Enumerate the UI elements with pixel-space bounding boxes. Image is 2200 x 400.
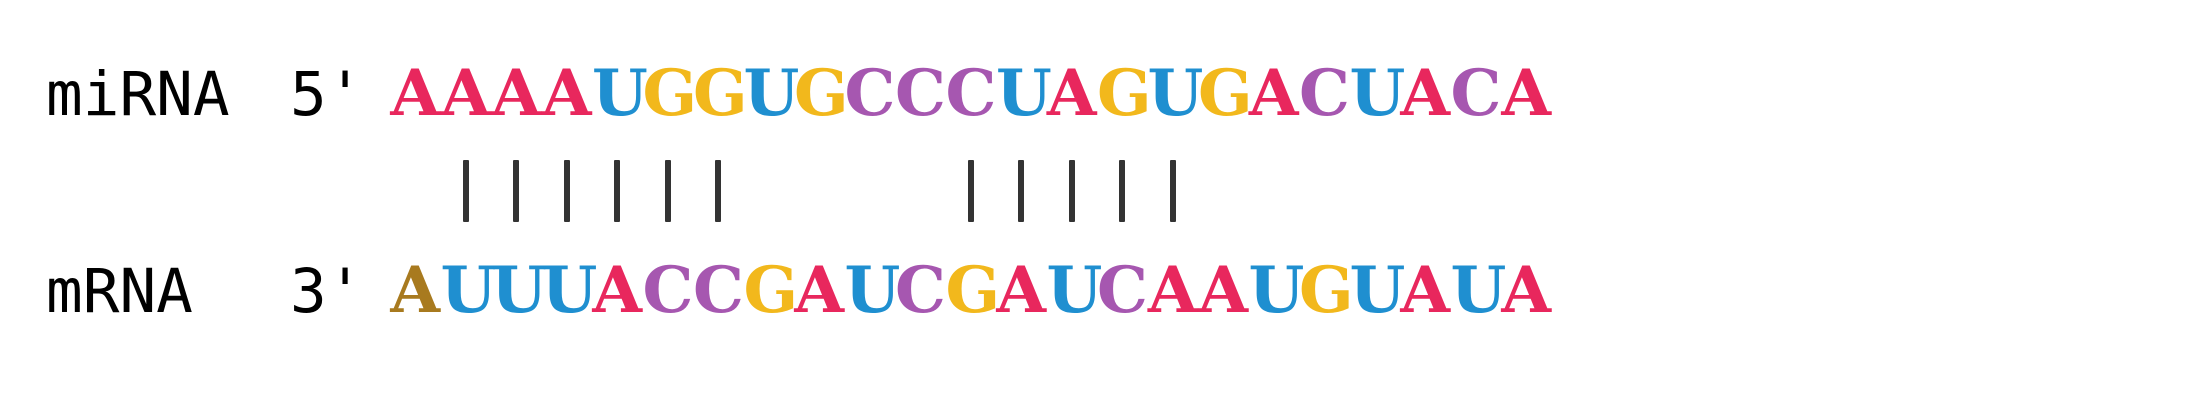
mirna-nucleotide-u: U	[592, 56, 648, 131]
mrna-nucleotide-u: U	[491, 253, 547, 328]
mrna-label: mRNA	[46, 256, 193, 327]
mirna-nucleotide-c: C	[1450, 56, 1502, 131]
mirna-nucleotide-a: A	[541, 56, 592, 131]
mirna-nucleotide-u: U	[996, 56, 1052, 131]
mirna-nucleotide-c: C	[844, 56, 896, 131]
mrna-three-prime-end: 3'	[290, 256, 364, 327]
mrna-nucleotide-c: C	[693, 253, 744, 328]
mirna-nucleotide-g: G	[794, 56, 849, 131]
base-pair-bond	[1169, 160, 1176, 222]
mirna-nucleotide-c: C	[1299, 56, 1350, 131]
mrna-nucleotide-u: U	[1450, 253, 1507, 328]
mrna-nucleotide-a: A	[1400, 253, 1451, 328]
mrna-nucleotide-a: A	[390, 253, 441, 328]
base-pair-bonds	[390, 160, 1590, 222]
mrna-nucleotide-c: C	[1097, 253, 1148, 328]
mrna-nucleotide-g: G	[1299, 253, 1354, 328]
mirna-nucleotide-a: A	[1248, 56, 1299, 131]
base-pair-bond	[715, 160, 722, 222]
mirna-nucleotide-c: C	[945, 56, 997, 131]
mirna-nucleotide-u: U	[1147, 56, 1204, 131]
mirna-nucleotide-a: A	[1501, 56, 1552, 131]
mrna-nucleotide-g: G	[743, 253, 799, 328]
mrna-nucleotide-u: U	[440, 253, 497, 328]
mrna-nucleotide-a: A	[1147, 253, 1198, 328]
mirna-nucleotide-g: G	[642, 56, 698, 131]
base-pair-bond	[1068, 160, 1075, 222]
mirna-nucleotide-g: G	[693, 56, 748, 131]
base-pair-bond	[513, 160, 520, 222]
base-pair-bond	[1119, 160, 1126, 222]
mirna-nucleotide-a: A	[1400, 56, 1451, 131]
mrna-nucleotide-a: A	[1501, 253, 1552, 328]
mirna-label: miRNA	[46, 59, 230, 130]
mirna-nucleotide-u: U	[743, 56, 800, 131]
mirna-nucleotide-c: C	[895, 56, 946, 131]
mrna-nucleotide-a: A	[592, 253, 643, 328]
base-pair-bond	[967, 160, 974, 222]
mrna-nucleotide-u: U	[541, 253, 598, 328]
mrna-nucleotide-a: A	[794, 253, 845, 328]
mirna-nucleotide-a: A	[390, 56, 441, 131]
mrna-nucleotide-c: C	[895, 253, 946, 328]
base-pair-bond	[664, 160, 671, 222]
mrna-nucleotide-u: U	[844, 253, 901, 328]
mrna-nucleotide-u: U	[1349, 253, 1406, 328]
mirna-nucleotide-g: G	[1097, 56, 1152, 131]
mrna-nucleotide-a: A	[1198, 253, 1249, 328]
mirna-nucleotide-a: A	[440, 56, 491, 131]
mrna-nucleotide-a: A	[996, 253, 1047, 328]
base-pair-bond	[614, 160, 621, 222]
base-pair-bond	[462, 160, 469, 222]
mirna-nucleotide-u: U	[1349, 56, 1406, 131]
mirna-nucleotide-a: A	[1046, 56, 1097, 131]
base-pair-bond	[1018, 160, 1025, 222]
mrna-nucleotide-u: U	[1248, 253, 1305, 328]
mirna-nucleotide-a: A	[491, 56, 542, 131]
mrna-nucleotide-g: G	[945, 253, 1001, 328]
mirna-five-prime-end: 5'	[290, 59, 364, 130]
mrna-nucleotide-u: U	[1046, 253, 1103, 328]
base-pair-bond	[563, 160, 570, 222]
mrna-nucleotide-c: C	[642, 253, 694, 328]
mirna-nucleotide-g: G	[1198, 56, 1253, 131]
